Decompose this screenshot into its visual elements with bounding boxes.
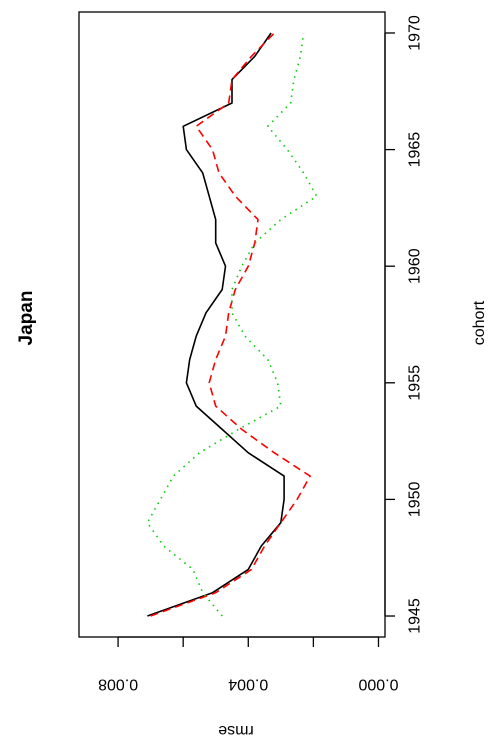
y-axis-title: rmse bbox=[218, 722, 254, 739]
x-tick-label-1950: 1950 bbox=[407, 482, 424, 518]
y-tick-label: 0.008 bbox=[98, 676, 138, 693]
x-axis-title: cohort bbox=[471, 300, 488, 345]
x-tick-label-1945: 1945 bbox=[407, 598, 424, 634]
series-line-3 bbox=[146, 32, 318, 617]
x-axis-cohort: 1945 1950 1955 1960 1965 1970 bbox=[384, 15, 424, 634]
x-tick-label-1960: 1960 bbox=[407, 248, 424, 284]
x-tick-label-1970: 1970 bbox=[407, 15, 424, 51]
y-axis-rmse: 0.000 0.004 0.008 bbox=[98, 636, 399, 693]
plot-frame bbox=[78, 11, 386, 638]
series-line-2 bbox=[150, 32, 311, 617]
y-tick-label: 0.000 bbox=[358, 676, 398, 693]
series-layer bbox=[146, 32, 318, 617]
x-tick-label-1955: 1955 bbox=[407, 365, 424, 401]
series-line-1 bbox=[147, 32, 285, 617]
chart-title: Japan bbox=[16, 291, 37, 346]
y-tick-label: 0.004 bbox=[228, 676, 268, 693]
x-tick-label-1965: 1965 bbox=[407, 132, 424, 168]
